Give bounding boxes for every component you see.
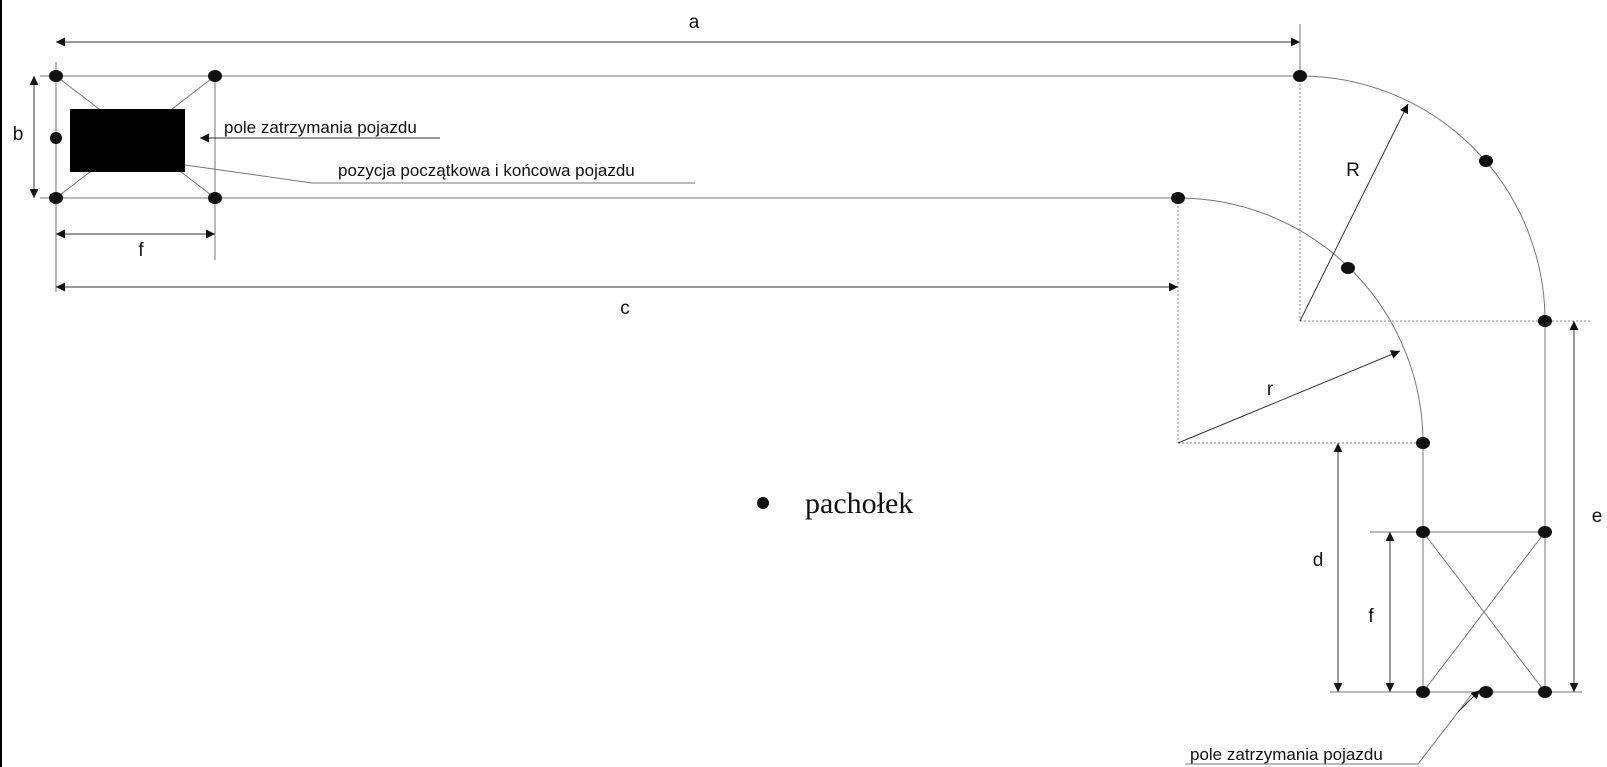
dimension-labels: a b f c R r d f e bbox=[13, 12, 1603, 627]
legend-cone-label: pachołek bbox=[805, 487, 913, 520]
cone bbox=[1293, 70, 1307, 82]
legend: pachołek bbox=[757, 487, 913, 520]
cone bbox=[1171, 192, 1185, 204]
cone bbox=[1341, 262, 1355, 274]
vehicle-position-leader bbox=[184, 164, 695, 184]
cone bbox=[1416, 686, 1430, 698]
cone bbox=[1479, 686, 1493, 698]
cone bbox=[1538, 686, 1552, 698]
label-R: R bbox=[1346, 160, 1360, 181]
radius-r bbox=[1177, 350, 1401, 444]
stop-field-top-label: pole zatrzymania pojazdu bbox=[224, 118, 417, 137]
label-d: d bbox=[1313, 550, 1324, 571]
label-e: e bbox=[1592, 506, 1603, 527]
label-a: a bbox=[689, 12, 700, 33]
cones bbox=[49, 70, 1552, 698]
cone bbox=[1538, 315, 1552, 327]
annotations: pole zatrzymania pojazdu pozycja początk… bbox=[224, 118, 1383, 764]
label-b: b bbox=[13, 124, 24, 145]
radius-R bbox=[1299, 103, 1409, 322]
cone bbox=[1538, 526, 1552, 538]
label-f-bottom: f bbox=[1368, 606, 1374, 627]
stop-box-diagonal bbox=[1422, 531, 1546, 693]
start-box bbox=[55, 62, 216, 292]
cone bbox=[50, 132, 62, 144]
label-f-top: f bbox=[138, 240, 144, 261]
cone bbox=[1416, 526, 1430, 538]
cone bbox=[1416, 437, 1430, 449]
stop-field-bottom-label: pole zatrzymania pojazdu bbox=[1190, 745, 1383, 764]
outer-arc bbox=[1299, 75, 1546, 322]
stop-field-bottom-leader bbox=[1185, 693, 1473, 765]
label-c: c bbox=[620, 298, 630, 319]
label-r: r bbox=[1267, 379, 1274, 400]
stop-box bbox=[1370, 531, 1546, 693]
vehicle-rectangle bbox=[70, 109, 185, 172]
dimension-lines bbox=[29, 24, 1579, 692]
legend-cone-icon bbox=[757, 497, 769, 509]
start-end-position-label: pozycja początkowa i końcowa pojazdu bbox=[338, 161, 635, 180]
cone bbox=[208, 192, 222, 204]
cone bbox=[49, 70, 63, 82]
cone bbox=[49, 192, 63, 204]
stop-field-bottom-arrow bbox=[1457, 689, 1481, 713]
annotation-leaders bbox=[184, 133, 1481, 765]
cone bbox=[1479, 155, 1493, 167]
cone bbox=[208, 70, 222, 82]
